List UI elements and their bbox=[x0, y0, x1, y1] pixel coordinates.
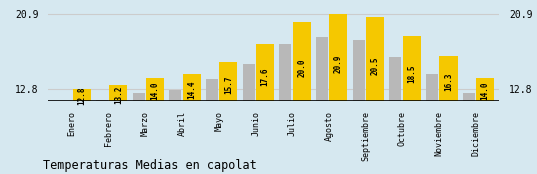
Text: 18.5: 18.5 bbox=[407, 64, 416, 83]
Bar bbox=[439, 56, 458, 101]
Text: 20.9: 20.9 bbox=[334, 55, 343, 73]
Bar bbox=[329, 14, 347, 101]
Bar bbox=[476, 78, 494, 101]
Text: 14.4: 14.4 bbox=[187, 80, 196, 99]
Bar bbox=[109, 85, 127, 101]
Bar bbox=[59, 101, 71, 103]
Bar bbox=[279, 44, 292, 101]
Bar bbox=[219, 62, 237, 101]
Bar bbox=[389, 57, 402, 101]
Bar bbox=[72, 89, 91, 101]
Bar bbox=[169, 90, 182, 101]
Bar bbox=[146, 78, 164, 101]
Bar bbox=[256, 44, 274, 101]
Text: 16.3: 16.3 bbox=[444, 73, 453, 92]
Bar bbox=[353, 40, 365, 101]
Bar bbox=[243, 64, 255, 101]
Text: 14.0: 14.0 bbox=[150, 82, 159, 100]
Bar bbox=[133, 93, 144, 101]
Bar bbox=[366, 17, 384, 101]
Bar bbox=[403, 36, 421, 101]
Text: 13.2: 13.2 bbox=[114, 85, 123, 104]
Bar bbox=[96, 100, 108, 101]
Bar bbox=[183, 74, 201, 101]
Text: 12.8: 12.8 bbox=[77, 87, 86, 105]
Bar bbox=[426, 74, 438, 101]
Text: 14.0: 14.0 bbox=[481, 82, 490, 100]
Bar bbox=[316, 37, 328, 101]
Text: Temperaturas Medias en capolat: Temperaturas Medias en capolat bbox=[43, 159, 257, 172]
Bar bbox=[293, 22, 311, 101]
Text: 20.0: 20.0 bbox=[297, 58, 306, 77]
Text: 17.6: 17.6 bbox=[260, 68, 270, 86]
Text: 20.5: 20.5 bbox=[371, 57, 380, 75]
Text: 15.7: 15.7 bbox=[224, 75, 233, 94]
Bar bbox=[206, 79, 218, 101]
Bar bbox=[463, 93, 475, 101]
